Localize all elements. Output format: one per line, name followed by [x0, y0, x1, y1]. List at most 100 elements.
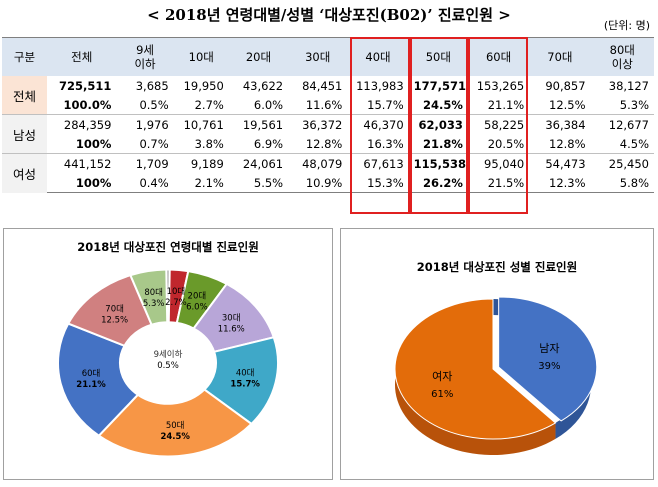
count-cell: 1,709: [116, 153, 174, 173]
percent-cell: 0.4%: [116, 173, 174, 193]
percent-cell: 12.8%: [549, 136, 586, 151]
table-row: 100% 0.7% 3.8% 6.9% 12.8% 16.3% 21.8% 20.5% 12.8…: [2, 134, 654, 154]
pie-slice-side: [395, 299, 556, 455]
slice-category-label: 50대: [166, 421, 185, 431]
slice-category-label: 40대: [236, 368, 255, 378]
slice-category-label: 남자: [539, 342, 559, 355]
slice-value-label: 61%: [431, 389, 453, 400]
count-cell: 25,450: [590, 153, 654, 173]
percent-cell: 3.8%: [194, 136, 224, 151]
percent-cell: 6.9%: [253, 136, 284, 151]
highlight-60: [468, 37, 528, 214]
column-header: 30대: [288, 37, 348, 76]
slice-value-label: 5.3%: [143, 299, 165, 309]
donut-slice: [129, 268, 169, 326]
percent-cell: 100%: [46, 173, 117, 193]
percent-cell: 2.7%: [194, 97, 224, 112]
table-row: 전체 725,511 3,685 19,950 43,622 84,451 113,983 1…: [2, 76, 654, 115]
count-cell: 36,384: [529, 114, 591, 134]
slice-category-label: 80대: [144, 288, 163, 298]
percent-cell: 5.8%: [590, 173, 654, 193]
table-row: 100.0% 0.5% 2.7% 6.0% 11.6% 15.7% 24.5% 21.1% 12…: [2, 95, 654, 115]
count-cell: 48,079: [288, 153, 348, 173]
highlight-50: [410, 37, 468, 214]
highlight-40: [350, 37, 410, 214]
count-cell: 113,983: [356, 78, 404, 93]
percent-cell: 20.5%: [487, 136, 525, 151]
gender-pie-chart: 2018년 대상포진 성별 진료인원 남자 39% 여자 61%: [394, 260, 598, 455]
column-header: 9세 이하: [116, 37, 174, 76]
percent-cell: 21.5%: [467, 173, 530, 193]
count-cell: 725,511: [59, 78, 112, 93]
count-cell: 54,473: [529, 153, 591, 173]
slice-value-label: 0.5%: [157, 361, 179, 371]
stats-table: 구분 전체 9세 이하 10대 20대 30대 40대 50대 60대 70대 80대 이상 전체 725…: [2, 37, 654, 193]
slice-category-label: 70대: [105, 305, 124, 315]
percent-cell: 21.1%: [487, 97, 525, 112]
count-cell: 1,976: [116, 114, 174, 134]
count-cell: 284,359: [46, 114, 117, 134]
slice-category-label: 30대: [222, 314, 241, 324]
column-header: 70대: [529, 37, 591, 76]
column-header: 20대: [228, 37, 289, 76]
unit-label: (단위: 명): [603, 19, 650, 32]
row-label: 여성: [2, 153, 47, 193]
table-row: 여성 441,152 1,709 9,189 24,061 48,079 67,613 115…: [2, 153, 654, 193]
count-cell: 10,761: [173, 114, 229, 134]
slice-category-label: 9세이하: [154, 349, 183, 360]
donut-slice: [57, 322, 140, 438]
percent-cell: 11.6%: [305, 97, 343, 112]
column-header: 구분: [2, 37, 47, 76]
count-cell: 46,370: [347, 114, 409, 134]
percent-cell: 2.1%: [173, 173, 229, 193]
slice-value-label: 39%: [538, 361, 560, 372]
count-cell: 153,265: [476, 78, 525, 93]
column-header: 10대: [173, 37, 229, 76]
pie-slice: [498, 296, 598, 422]
percent-cell: 15.3%: [347, 173, 409, 193]
count-cell: 90,857: [545, 78, 586, 93]
count-cell: 19,950: [183, 78, 224, 93]
slice-category-label: 20대: [188, 291, 207, 301]
count-cell: 177,571: [413, 78, 467, 93]
count-cell: 84,451: [302, 78, 343, 93]
table-header-row: 구분 전체 9세 이하 10대 20대 30대 40대 50대 60대 70대 80대 이상: [2, 37, 654, 76]
slice-value-label: 12.5%: [101, 316, 128, 326]
percent-cell: 5.3%: [619, 97, 649, 112]
percent-cell: 16.3%: [367, 136, 404, 151]
column-header: 40대: [347, 37, 409, 76]
percent-cell: 100%: [75, 136, 112, 151]
count-cell: 441,152: [46, 153, 117, 173]
count-cell: 9,189: [173, 153, 229, 173]
gender-chart-title: 2018년 대상포진 성별 진료인원: [417, 260, 577, 274]
pie-slice: [394, 298, 557, 440]
count-cell: 43,622: [242, 78, 284, 93]
count-cell: 24,061: [228, 153, 289, 173]
count-cell: 12,677: [590, 114, 654, 134]
count-cell: 58,225: [467, 114, 530, 134]
column-header: 80대 이상: [590, 37, 654, 76]
percent-cell: 0.5%: [139, 97, 169, 112]
age-chart-panel: 2018년 대상포진 연령대별 진료인원 9세이하 0.5% 10대 2.7% 20대 6…: [3, 228, 333, 480]
slice-value-label: 11.6%: [218, 325, 245, 335]
percent-cell: 10.9%: [288, 173, 348, 193]
count-cell: 115,538: [408, 153, 468, 173]
count-cell: 67,613: [347, 153, 409, 173]
table-row: 남성 284,359 1,976 10,761 19,561 36,372 46,370 62…: [2, 114, 654, 154]
donut-slice: [97, 388, 254, 458]
count-cell: 62,033: [408, 114, 468, 134]
column-header: 60대: [467, 37, 530, 76]
slice-category-label: 60대: [82, 369, 101, 379]
slice-value-label: 24.5%: [160, 432, 190, 442]
percent-cell: 4.5%: [619, 136, 649, 151]
gender-chart-panel: 2018년 대상포진 성별 진료인원 남자 39% 여자 61%: [340, 228, 654, 480]
percent-cell: 100.0%: [63, 97, 112, 112]
slice-category-label: 여자: [432, 370, 452, 383]
age-donut-chart: 2018년 대상포진 연령대별 진료인원 9세이하0.5%10대2.7%20대6…: [57, 240, 279, 458]
count-cell: 38,127: [608, 78, 649, 93]
percent-cell: 15.7%: [367, 97, 404, 112]
table-row: 100% 0.4% 2.1% 5.5% 10.9% 15.3% 26.2% 21.5% 12.3…: [2, 173, 654, 193]
column-header: 전체: [46, 37, 117, 76]
count-cell: 95,040: [467, 153, 530, 173]
percent-cell: 12.3%: [529, 173, 591, 193]
